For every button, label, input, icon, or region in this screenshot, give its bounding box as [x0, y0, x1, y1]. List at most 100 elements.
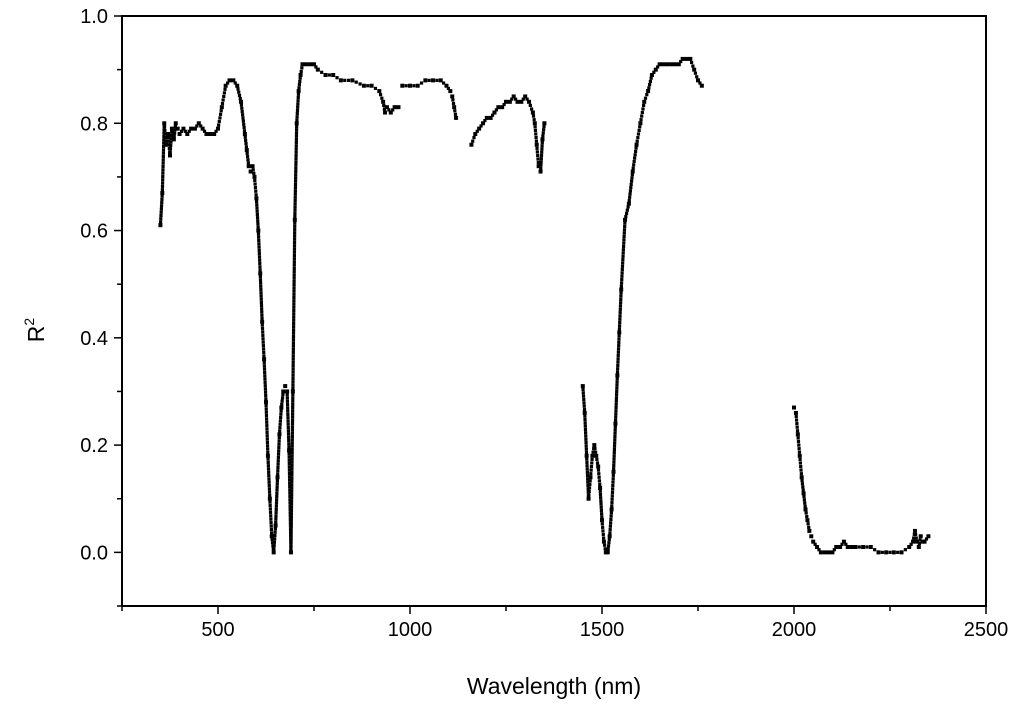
- y-axis-title-superscript: 2: [21, 318, 37, 326]
- data-point-interp: [263, 384, 267, 388]
- data-point: [264, 400, 268, 405]
- data-point-interp: [256, 225, 260, 229]
- data-point: [912, 528, 917, 533]
- data-point-interp: [536, 161, 540, 165]
- data-point: [530, 110, 535, 115]
- data-point-interp: [165, 139, 169, 143]
- data-point-interp: [214, 129, 218, 133]
- data-point-interp: [241, 116, 245, 120]
- data-point-interp: [276, 462, 280, 466]
- data-point-interp: [259, 284, 263, 288]
- data-point-interp: [640, 114, 644, 118]
- data-point-interp: [693, 71, 698, 75]
- data-point-interp: [542, 128, 546, 132]
- y-axis-ticks: 0.0 0.2 0.4 0.6 0.8 1.0: [80, 6, 122, 607]
- data-point-interp: [620, 274, 624, 278]
- data-point-interp: [161, 164, 165, 169]
- data-point-interp: [274, 504, 278, 508]
- data-point-interp: [589, 472, 593, 476]
- data-point-interp: [619, 301, 623, 305]
- data-point-interp: [292, 237, 297, 241]
- data-point-interp: [804, 511, 808, 515]
- data-point-interp: [521, 97, 525, 101]
- data-point-interp: [276, 472, 280, 476]
- data-point-interp: [290, 438, 294, 442]
- data-point-interp: [293, 211, 297, 215]
- data-point-interp: [343, 78, 347, 82]
- data-point-interp: [451, 98, 455, 102]
- data-point-interp: [471, 139, 475, 143]
- data-point: [613, 421, 618, 426]
- data-point-interp: [292, 257, 296, 261]
- data-point-interp: [162, 134, 166, 139]
- data-point-interp: [621, 248, 625, 252]
- data-point-interp: [293, 202, 297, 206]
- data-point: [626, 201, 631, 206]
- data-point: [267, 496, 272, 501]
- data-point-interp: [796, 439, 801, 444]
- data-point-interp: [797, 443, 801, 447]
- data-point-interp: [865, 545, 869, 549]
- data-point-interp: [378, 93, 383, 97]
- data-point-interp: [633, 153, 637, 157]
- data-point-interp: [267, 480, 271, 484]
- data-point-interp: [614, 412, 618, 416]
- data-point-interp: [320, 70, 324, 74]
- data-point-interp: [255, 209, 259, 213]
- data-point-interp: [226, 81, 230, 85]
- data-point: [477, 126, 482, 131]
- data-point: [377, 89, 382, 94]
- data-point-interp: [220, 102, 225, 106]
- data-point-interp: [263, 387, 268, 391]
- data-point-interp: [291, 402, 295, 406]
- data-point: [384, 105, 389, 110]
- data-point-interp: [598, 482, 602, 487]
- data-point-interp: [168, 147, 173, 151]
- data-point-interp: [615, 376, 619, 381]
- data-point-interp: [805, 515, 809, 519]
- data-point-interp: [291, 399, 295, 403]
- data-point-interp: [625, 208, 629, 212]
- data-point-interp: [266, 467, 271, 471]
- data-point-interp: [288, 485, 292, 489]
- data-point-interp: [258, 261, 262, 266]
- data-point: [845, 545, 850, 549]
- data-point-interp: [223, 87, 227, 91]
- data-point-interp: [294, 160, 298, 164]
- data-point-interp: [642, 103, 646, 107]
- data-point-interp: [629, 179, 634, 183]
- data-point: [607, 534, 612, 539]
- data-point: [298, 73, 303, 77]
- data-point-interp: [263, 374, 267, 378]
- data-point-interp: [293, 179, 298, 183]
- data-point: [838, 545, 843, 549]
- data-point-interp: [610, 504, 614, 508]
- data-point: [676, 62, 681, 67]
- data-point-interp: [635, 139, 639, 143]
- data-point-interp: [601, 529, 605, 533]
- data-point-interp: [280, 402, 284, 406]
- data-point: [185, 132, 190, 136]
- data-point-interp: [256, 232, 261, 236]
- data-point-interp: [286, 419, 290, 423]
- data-point-interp: [242, 129, 247, 133]
- data-point-interp: [591, 450, 595, 454]
- data-point-interp: [241, 119, 245, 123]
- data-point: [492, 110, 497, 115]
- data-point-interp: [292, 286, 296, 290]
- data-point: [438, 78, 443, 83]
- data-point: [801, 491, 806, 496]
- data-point-interp: [276, 452, 281, 456]
- data-point: [807, 528, 812, 533]
- data-point-interp: [274, 514, 278, 518]
- data-point-interp: [169, 140, 173, 144]
- data-point-interp: [261, 333, 265, 337]
- data-point-interp: [255, 212, 259, 217]
- data-point-interp: [291, 341, 296, 345]
- data-point: [164, 142, 169, 147]
- data-point: [680, 56, 685, 61]
- data-point-interp: [287, 445, 291, 449]
- data-point-interp: [263, 380, 267, 384]
- data-point-interp: [267, 470, 271, 474]
- data-point-interp: [595, 457, 599, 461]
